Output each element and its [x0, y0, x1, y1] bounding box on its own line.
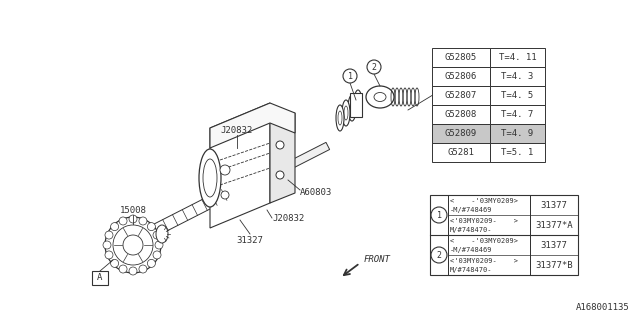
Ellipse shape — [203, 159, 217, 197]
Text: 31377: 31377 — [541, 201, 568, 210]
FancyBboxPatch shape — [432, 86, 490, 105]
Circle shape — [147, 260, 156, 268]
Text: G52809: G52809 — [445, 129, 477, 138]
FancyBboxPatch shape — [490, 124, 545, 143]
FancyBboxPatch shape — [350, 93, 362, 117]
Circle shape — [119, 265, 127, 273]
Circle shape — [276, 141, 284, 149]
Text: G52808: G52808 — [445, 110, 477, 119]
Text: G5281: G5281 — [447, 148, 474, 157]
Polygon shape — [210, 103, 295, 148]
FancyBboxPatch shape — [432, 48, 490, 67]
Text: M/#748470-: M/#748470- — [450, 267, 493, 273]
Text: FRONT: FRONT — [364, 255, 391, 265]
Text: G52807: G52807 — [445, 91, 477, 100]
Text: T=4. 3: T=4. 3 — [501, 72, 534, 81]
Circle shape — [153, 251, 161, 259]
Ellipse shape — [342, 100, 350, 126]
Ellipse shape — [156, 225, 168, 243]
Circle shape — [139, 217, 147, 225]
Circle shape — [129, 215, 137, 223]
Circle shape — [139, 265, 147, 273]
Text: 31327: 31327 — [237, 236, 264, 244]
Circle shape — [220, 165, 230, 175]
Circle shape — [103, 241, 111, 249]
FancyBboxPatch shape — [490, 143, 545, 162]
Circle shape — [367, 60, 381, 74]
Circle shape — [147, 223, 156, 231]
Text: T=4. 5: T=4. 5 — [501, 91, 534, 100]
Text: J20832: J20832 — [221, 125, 253, 134]
Text: -M/#748469: -M/#748469 — [450, 207, 493, 213]
Ellipse shape — [366, 86, 394, 108]
Circle shape — [111, 260, 118, 268]
Circle shape — [221, 191, 229, 199]
Text: 31377: 31377 — [541, 241, 568, 250]
Circle shape — [129, 267, 137, 275]
Ellipse shape — [348, 95, 356, 121]
Circle shape — [123, 235, 143, 255]
Text: 1: 1 — [348, 71, 353, 81]
FancyBboxPatch shape — [432, 143, 490, 162]
FancyBboxPatch shape — [490, 48, 545, 67]
Text: A168001135: A168001135 — [576, 303, 630, 312]
Text: 31377*A: 31377*A — [535, 220, 573, 229]
FancyBboxPatch shape — [432, 105, 490, 124]
Text: G52805: G52805 — [445, 53, 477, 62]
FancyBboxPatch shape — [490, 86, 545, 105]
Ellipse shape — [336, 105, 344, 131]
Text: -M/#748469: -M/#748469 — [450, 247, 493, 253]
Circle shape — [111, 223, 118, 231]
Text: A: A — [97, 274, 102, 283]
Circle shape — [431, 247, 447, 263]
Text: T=4. 9: T=4. 9 — [501, 129, 534, 138]
Polygon shape — [210, 103, 270, 228]
FancyBboxPatch shape — [92, 271, 108, 285]
Polygon shape — [270, 113, 295, 203]
Text: 31377*B: 31377*B — [535, 260, 573, 269]
Ellipse shape — [338, 111, 342, 125]
Text: <'03MY0209-    >: <'03MY0209- > — [450, 219, 518, 224]
Ellipse shape — [354, 90, 362, 116]
Text: <    -'03MY0209>: < -'03MY0209> — [450, 198, 518, 204]
Text: 15008: 15008 — [120, 205, 147, 214]
Circle shape — [105, 231, 113, 239]
Ellipse shape — [374, 92, 386, 101]
Circle shape — [155, 241, 163, 249]
Circle shape — [276, 171, 284, 179]
Text: M/#748470-: M/#748470- — [450, 227, 493, 233]
FancyBboxPatch shape — [430, 195, 578, 275]
Text: G52806: G52806 — [445, 72, 477, 81]
Ellipse shape — [199, 149, 221, 207]
Text: T=4. 11: T=4. 11 — [499, 53, 536, 62]
Ellipse shape — [344, 106, 348, 120]
Circle shape — [105, 251, 113, 259]
FancyBboxPatch shape — [490, 105, 545, 124]
Text: T=4. 7: T=4. 7 — [501, 110, 534, 119]
Text: 2: 2 — [436, 251, 442, 260]
Text: <'03MY0209-    >: <'03MY0209- > — [450, 258, 518, 264]
FancyBboxPatch shape — [432, 124, 490, 143]
Text: T=5. 1: T=5. 1 — [501, 148, 534, 157]
Text: A60803: A60803 — [300, 188, 332, 196]
FancyBboxPatch shape — [490, 67, 545, 86]
Text: <    -'03MY0209>: < -'03MY0209> — [450, 238, 518, 244]
Circle shape — [113, 225, 153, 265]
Polygon shape — [291, 142, 330, 168]
Text: 2: 2 — [371, 62, 376, 71]
Circle shape — [119, 217, 127, 225]
Circle shape — [343, 69, 357, 83]
Polygon shape — [133, 185, 237, 245]
Circle shape — [105, 217, 161, 273]
FancyBboxPatch shape — [432, 67, 490, 86]
Circle shape — [431, 207, 447, 223]
Text: J20832: J20832 — [272, 213, 304, 222]
Circle shape — [153, 231, 161, 239]
Text: 1: 1 — [436, 211, 442, 220]
